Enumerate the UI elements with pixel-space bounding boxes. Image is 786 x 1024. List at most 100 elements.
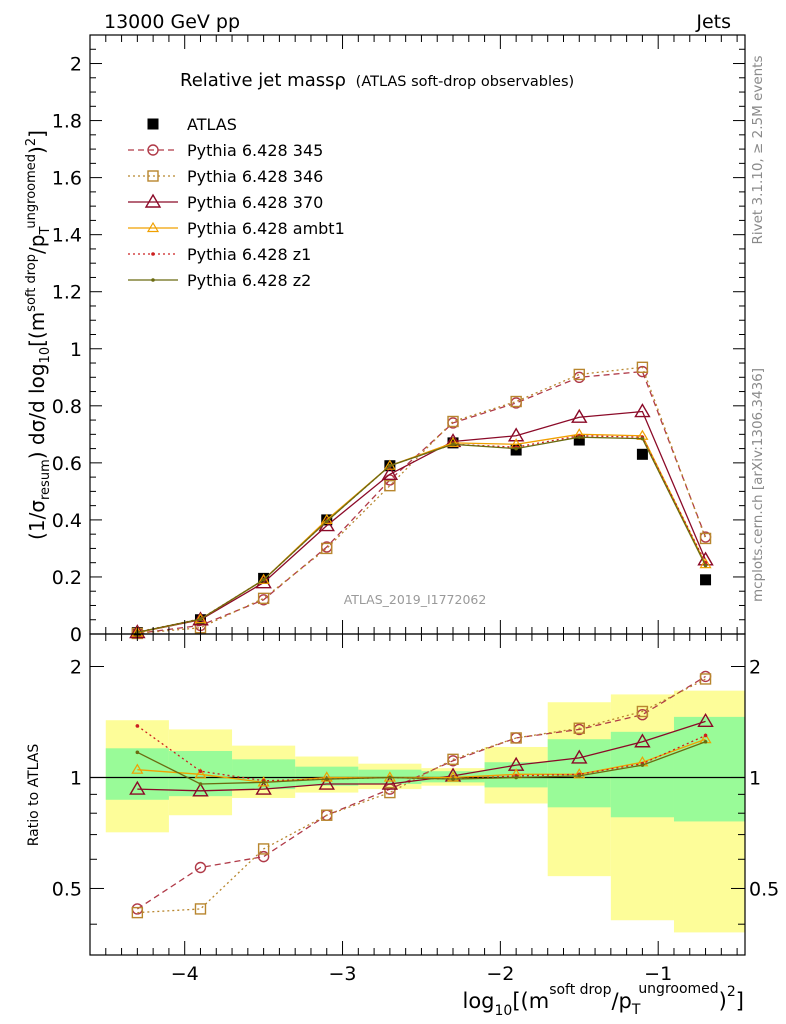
xaxis-label: log10[(msoft drop/pTungroomed)2]	[463, 981, 745, 1019]
ratio-ytick-label: 2	[70, 656, 82, 678]
ratio-ytick-label: 1	[70, 767, 82, 789]
legend-label: Pythia 6.428 ambt1	[187, 219, 345, 238]
xtick-label: −3	[329, 963, 357, 985]
main-ytick-label: 0.4	[52, 510, 82, 532]
ratio-series-line	[136, 675, 706, 910]
ratio-data-point	[194, 861, 207, 874]
ratio-data-point	[571, 749, 588, 764]
ratio-data-point	[135, 724, 140, 728]
ratio-data-point	[257, 850, 270, 863]
legend-marker	[144, 193, 162, 208]
ratio-ytick-label: 0.5	[52, 878, 82, 900]
ratio-data-point	[634, 733, 651, 748]
xtick-label: −1	[644, 963, 672, 985]
ratio-data-point	[257, 843, 270, 855]
chart-title-main: Relative jet massρ	[180, 70, 346, 91]
main-data-point	[700, 574, 712, 586]
ratio-data-point	[699, 673, 712, 685]
main-data-point	[257, 592, 270, 605]
ratio-band-inner	[232, 759, 296, 790]
ratio-data-point	[194, 768, 207, 779]
ratio-data-point	[198, 782, 203, 786]
main-data-point	[451, 442, 455, 447]
ratio-ytick-label-right: 2	[749, 656, 761, 678]
main-ytick-label: 1	[70, 339, 82, 361]
legend-entry: Pythia 6.428 346	[128, 167, 323, 186]
main-data-point	[577, 435, 582, 439]
ratio-data-point	[703, 739, 708, 744]
main-ytick-label: 0.8	[52, 396, 82, 418]
legend-label: Pythia 6.428 345	[187, 141, 323, 160]
main-ytick-label: 1.6	[52, 168, 82, 190]
ratio-data-point	[636, 705, 649, 718]
main-ytick-label: 0.2	[52, 567, 82, 589]
rivet-label: Rivet 3.1.10, ≥ 2.5M events	[750, 55, 766, 244]
ratio-data-point	[451, 777, 455, 781]
main-data-point	[573, 368, 585, 381]
xtick-label: −4	[171, 963, 199, 985]
ratio-data-point	[514, 775, 518, 780]
chart-title: Relative jet massρ (ATLAS soft-drop obse…	[180, 70, 574, 91]
legend: ATLAS Pythia 6.428 345 Pythia 6.428 346 Pyt…	[128, 115, 345, 290]
main-data-point	[699, 532, 712, 545]
ratio-ylabel: Ratio to ATLAS	[26, 744, 42, 847]
watermark-label: ATLAS_2019_I1772062	[344, 592, 487, 607]
legend-marker	[146, 221, 160, 233]
main-data-point	[640, 436, 645, 441]
ratio-data-point	[510, 732, 522, 744]
ratio-data-point	[192, 782, 209, 797]
ratio-axes: 0.5 0.5 1 1 2 2 −4 −3 −2 −1	[52, 633, 779, 985]
legend-label: ATLAS	[187, 115, 237, 134]
main-series-line	[137, 436, 707, 633]
main-axes: 0 0.2 0.4 0.6 0.8 1 1.2 1.4 1.6 1.8 2	[52, 34, 746, 646]
header-right-label: Jets	[695, 11, 731, 33]
legend-label: Pythia 6.428 z2	[187, 271, 311, 290]
main-ylabel: (1/σresum) dσ/d log10[(msoft drop/pTungr…	[24, 130, 53, 540]
main-ytick-label: 0	[70, 624, 82, 646]
main-data-point	[573, 434, 585, 446]
ratio-data-point	[318, 775, 335, 790]
main-data-point	[699, 557, 712, 569]
main-data-point	[636, 448, 648, 460]
ratio-data-point	[255, 780, 272, 795]
ratio-band-inner	[673, 716, 745, 822]
ratio-data-point	[131, 763, 144, 774]
ratio-band-inner	[610, 731, 674, 818]
legend-marker	[151, 252, 155, 256]
mcplots-label: mcplots.cern.ch [arXiv:1306.3436]	[750, 368, 766, 602]
main-ytick-label: 1.2	[52, 282, 82, 304]
ratio-data-point	[381, 775, 399, 790]
ratio-data-point	[129, 780, 146, 795]
main-ytick-label: 2	[70, 54, 82, 76]
ratio-data-point	[320, 771, 333, 782]
main-data-point	[194, 612, 207, 624]
main-data-point	[447, 415, 459, 428]
main-data-point	[261, 578, 266, 582]
legend-label: Pythia 6.428 370	[187, 193, 323, 212]
main-ytick-label: 1.8	[52, 111, 82, 133]
main-data-point	[381, 465, 399, 480]
ratio-series-3	[131, 733, 712, 787]
main-data-point	[703, 563, 708, 568]
legend-marker	[147, 144, 159, 156]
legend-label: Pythia 6.428 346	[187, 167, 323, 186]
ratio-band-inner	[105, 748, 169, 800]
ratio-series-group	[129, 670, 714, 919]
ratio-data-point	[573, 768, 586, 779]
main-data-point	[514, 446, 518, 451]
main-data-point	[321, 542, 333, 555]
main-data-point	[192, 611, 209, 626]
main-data-point	[198, 617, 203, 621]
ratio-series-line	[137, 720, 706, 792]
legend-entry: Pythia 6.428 z1	[128, 245, 311, 264]
ratio-series-line	[137, 678, 706, 914]
legend-label: Pythia 6.428 z1	[187, 245, 311, 264]
legend-marker	[151, 278, 155, 282]
ratio-data-point	[697, 712, 714, 728]
main-data-point	[257, 573, 270, 584]
ratio-series-line	[137, 741, 706, 785]
xtick-label: −2	[486, 963, 514, 985]
main-ytick-label: 1.4	[52, 225, 82, 247]
ratio-data-point	[447, 753, 459, 766]
